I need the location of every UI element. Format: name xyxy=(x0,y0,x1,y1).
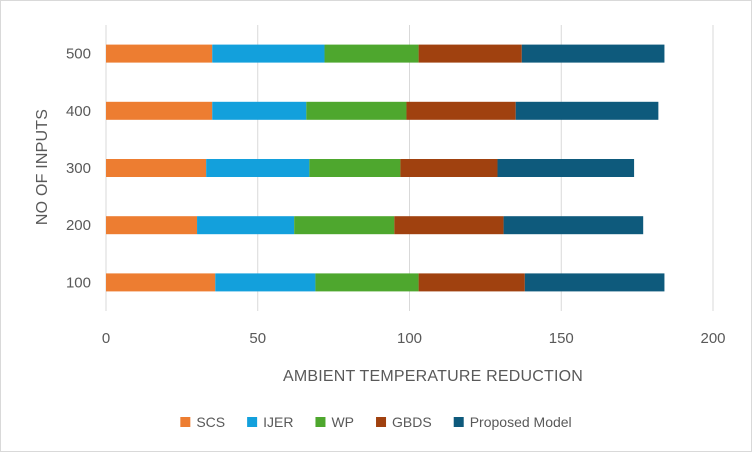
bar-ijer-500 xyxy=(212,44,325,63)
bar-gbds-400 xyxy=(406,101,516,120)
legend-label: IJER xyxy=(263,414,293,430)
y-tick-label: 300 xyxy=(66,160,91,177)
legend-label: SCS xyxy=(196,414,225,430)
legend-swatch xyxy=(453,417,464,427)
x-tick-labels: 0 50 100 150 200 xyxy=(102,330,726,347)
bar-proposed-model-300 xyxy=(497,159,635,177)
y-tick-label: 200 xyxy=(66,217,91,234)
x-tick-label: 200 xyxy=(700,330,725,347)
x-tick-label: 50 xyxy=(249,330,266,347)
x-tick-label: 150 xyxy=(549,330,574,347)
bar-gbds-100 xyxy=(418,273,525,292)
bar-ijer-300 xyxy=(206,159,310,177)
legend-swatch xyxy=(247,417,258,427)
legend-item-gbds: GBDS xyxy=(376,414,432,430)
bar-wp-300 xyxy=(309,159,401,177)
legend-swatch xyxy=(376,417,387,427)
bars xyxy=(106,44,665,292)
bar-scs-300 xyxy=(106,159,207,177)
legend-label: Proposed Model xyxy=(470,414,572,430)
legend-item-scs: SCS xyxy=(180,414,225,430)
y-tick-labels: 100 200 300 400 500 xyxy=(66,46,91,292)
x-axis-title: AMBIENT TEMPERATURE REDUCTION xyxy=(283,368,583,385)
legend-item-proposed-model: Proposed Model xyxy=(453,414,572,430)
bar-gbds-300 xyxy=(400,159,498,177)
bar-ijer-100 xyxy=(215,273,316,292)
bar-wp-400 xyxy=(306,101,407,120)
bar-wp-200 xyxy=(294,216,395,235)
legend-item-wp: WP xyxy=(315,414,354,430)
y-tick-label: 100 xyxy=(66,274,91,291)
x-tick-label: 100 xyxy=(397,330,422,347)
bar-ijer-400 xyxy=(212,101,307,120)
legend: SCS IJER WP GBDS Proposed Model xyxy=(180,414,572,430)
y-axis-title: NO OF INPUTS xyxy=(34,109,51,225)
x-tick-label: 0 xyxy=(102,330,110,347)
y-tick-label: 400 xyxy=(66,103,91,120)
bar-proposed-model-400 xyxy=(515,101,659,120)
legend-label: GBDS xyxy=(392,414,432,430)
y-tick-label: 500 xyxy=(66,46,91,63)
bar-scs-100 xyxy=(106,273,216,292)
bar-scs-400 xyxy=(106,101,213,120)
bar-scs-500 xyxy=(106,44,213,63)
bar-wp-500 xyxy=(324,44,419,63)
legend-swatch xyxy=(180,417,191,427)
bar-ijer-200 xyxy=(197,216,295,235)
bar-proposed-model-500 xyxy=(521,44,665,63)
bar-proposed-model-200 xyxy=(503,216,644,235)
legend-label: WP xyxy=(331,414,354,430)
legend-swatch xyxy=(315,417,326,427)
bar-wp-100 xyxy=(315,273,419,292)
legend-item-ijer: IJER xyxy=(247,414,293,430)
bar-scs-200 xyxy=(106,216,198,235)
bar-gbds-200 xyxy=(394,216,504,235)
bar-proposed-model-100 xyxy=(524,273,665,292)
bar-gbds-500 xyxy=(418,44,522,63)
